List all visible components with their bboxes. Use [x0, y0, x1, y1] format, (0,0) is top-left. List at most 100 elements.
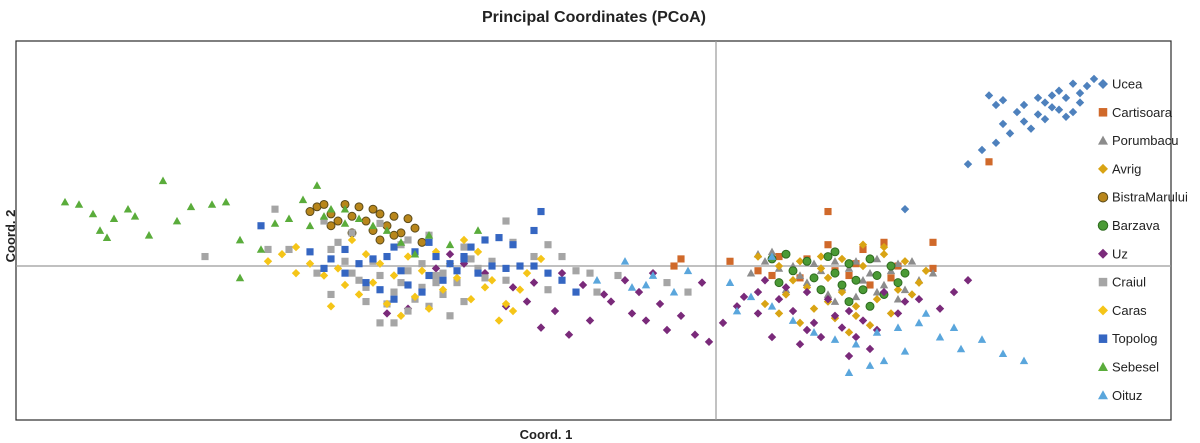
legend-item-avrig: Avrig	[1098, 161, 1141, 176]
point-caras	[389, 271, 399, 280]
point-avrig	[851, 302, 861, 311]
point-bistramarului	[389, 230, 399, 240]
point-sebesel	[354, 214, 364, 223]
point-ucea	[1040, 114, 1050, 124]
legend-item-sebesel: Sebesel	[1098, 360, 1159, 375]
point-craiul	[348, 229, 356, 237]
point-bistramarului	[361, 216, 371, 226]
point-ucea	[998, 96, 1008, 105]
point-avrig	[921, 266, 931, 275]
point-sebesel	[123, 204, 133, 213]
point-cartisoara	[845, 271, 853, 280]
legend-label-uz: Uz	[1112, 246, 1128, 261]
legend-marker-cartisoara	[1098, 108, 1108, 117]
point-craiul	[474, 264, 482, 272]
point-uz	[823, 294, 833, 304]
point-avrig	[816, 264, 826, 273]
point-ucea	[1005, 129, 1015, 138]
point-sebesel	[319, 212, 329, 220]
point-caras	[375, 259, 385, 268]
point-barzava	[823, 252, 833, 262]
point-craiul	[390, 319, 398, 327]
point-topolog	[446, 260, 454, 268]
point-barzava	[802, 256, 812, 266]
point-barzava	[830, 247, 840, 257]
point-topolog	[390, 243, 398, 251]
point-caras	[536, 254, 546, 264]
point-craiul	[362, 297, 370, 306]
point-caras	[480, 283, 490, 292]
point-bistramarului	[375, 209, 385, 219]
point-barzava	[872, 271, 882, 280]
point-uz	[634, 287, 644, 297]
point-uz	[802, 325, 812, 335]
point-sebesel	[410, 249, 420, 258]
point-topolog	[320, 264, 328, 272]
point-topolog	[383, 252, 391, 261]
point-barzava	[865, 254, 875, 264]
point-avrig	[837, 287, 847, 297]
point-uz	[914, 294, 924, 304]
point-craiul	[404, 267, 412, 275]
point-sebesel	[109, 214, 119, 223]
point-uz	[802, 287, 812, 297]
point-oituz	[809, 328, 819, 336]
point-uz	[830, 311, 840, 320]
point-porumbacu	[851, 257, 861, 265]
point-sebesel	[473, 226, 483, 234]
point-uz	[900, 297, 910, 306]
point-sebesel	[312, 181, 322, 189]
point-uz	[851, 332, 861, 342]
point-craiul	[362, 283, 370, 291]
point-uz	[536, 323, 546, 332]
point-oituz	[998, 349, 1008, 358]
point-ucea	[900, 204, 910, 214]
point-sebesel	[424, 231, 434, 239]
point-ucea	[1047, 103, 1057, 112]
point-porumbacu	[893, 259, 903, 268]
point-porumbacu	[879, 280, 889, 289]
point-caras	[333, 264, 343, 273]
point-porumbacu	[872, 287, 882, 296]
series-barzava	[767, 247, 910, 311]
point-craiul	[502, 217, 510, 225]
point-oituz	[746, 292, 756, 301]
point-sebesel	[396, 238, 406, 246]
point-craiul	[572, 267, 580, 275]
series-uz	[382, 249, 973, 361]
point-cartisoara	[768, 271, 776, 280]
point-uz	[620, 276, 630, 285]
point-sebesel	[235, 235, 245, 244]
point-craiul	[544, 286, 552, 294]
point-uz	[753, 287, 763, 297]
series-caras	[263, 235, 546, 325]
point-caras	[473, 247, 483, 257]
series-ucea	[900, 74, 1099, 214]
point-barzava	[844, 297, 854, 307]
point-avrig	[886, 309, 896, 318]
point-craiul	[341, 257, 349, 265]
point-porumbacu	[823, 290, 833, 298]
point-topolog	[341, 269, 349, 277]
point-caras	[403, 252, 413, 261]
point-oituz	[627, 283, 637, 291]
point-porumbacu	[851, 292, 861, 301]
point-craiul	[439, 269, 447, 277]
point-uz	[508, 283, 518, 292]
point-uz	[816, 332, 826, 342]
point-uz	[753, 309, 763, 318]
point-ucea	[1026, 124, 1036, 133]
point-uz	[382, 309, 392, 318]
point-sebesel	[235, 273, 245, 282]
point-uz	[844, 351, 854, 361]
point-avrig	[795, 257, 805, 266]
point-oituz	[872, 328, 882, 336]
point-topolog	[362, 279, 370, 287]
point-uz	[739, 292, 749, 302]
point-uz	[599, 290, 609, 299]
legend-marker-ucea	[1098, 79, 1108, 89]
point-oituz	[725, 278, 735, 286]
point-caras	[417, 266, 427, 275]
point-ucea	[1054, 105, 1064, 114]
